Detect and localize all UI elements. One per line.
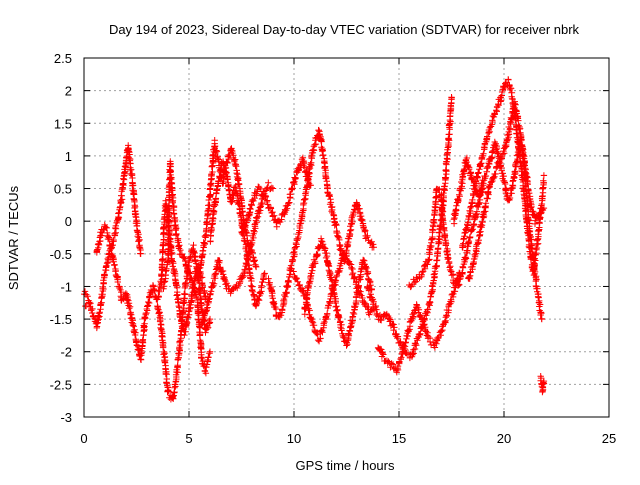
y-tick-label: -1 (60, 279, 72, 294)
x-axis-ticks: 0 5 10 15 20 25 (80, 58, 616, 446)
x-tick-label: 20 (497, 431, 511, 446)
series-sat-track-9 (238, 154, 314, 238)
y-tick-label: 0 (65, 214, 72, 229)
data-point-markers (465, 98, 548, 282)
data-point-markers (93, 221, 157, 363)
x-tick-label: 10 (287, 431, 301, 446)
series-sat-track-10 (265, 126, 331, 321)
data-point-markers (198, 179, 277, 329)
x-tick-label: 25 (602, 431, 616, 446)
data-point-markers (324, 185, 377, 265)
data-points (81, 76, 548, 403)
y-tick-label: 2.5 (54, 51, 72, 66)
y-tick-label: -2 (60, 345, 72, 360)
y-tick-label: 0.5 (54, 182, 72, 197)
y-tick-label: -0.5 (50, 247, 72, 262)
data-point-markers (301, 235, 375, 349)
y-tick-label: -2.5 (50, 377, 72, 392)
data-point-markers (406, 182, 487, 291)
series-sat-track-16 (406, 182, 487, 291)
series-sat-track-19 (465, 98, 548, 282)
x-tick-label: 15 (392, 431, 406, 446)
y-tick-label: -3 (60, 410, 72, 425)
series-sat-track-2 (93, 221, 157, 363)
data-point-markers (537, 373, 548, 396)
data-point-markers (82, 302, 90, 310)
data-point-markers (160, 158, 214, 377)
y-axis-label: SDTVAR / TECUs (6, 185, 21, 290)
x-axis-label: GPS time / hours (296, 458, 395, 473)
data-point-markers (374, 269, 464, 376)
series-sat-track-21 (82, 302, 90, 310)
series-sat-track-15 (374, 269, 464, 376)
data-point-markers (238, 154, 314, 238)
plot-frame (83, 57, 610, 418)
y-tick-label: 1 (65, 149, 72, 164)
series-sat-track-20 (537, 373, 548, 396)
data-point-markers (207, 158, 268, 310)
series-sat-track-5 (160, 158, 214, 377)
y-tick-label: 2 (65, 84, 72, 99)
y-tick-label: 1.5 (54, 116, 72, 131)
x-tick-label: 0 (80, 431, 87, 446)
series-sat-track-12 (324, 185, 377, 265)
y-tick-label: -1.5 (50, 312, 72, 327)
x-tick-label: 5 (185, 431, 192, 446)
series-sat-track-7 (207, 158, 268, 310)
series-sat-track-8 (198, 179, 277, 329)
chart-title: Day 194 of 2023, Sidereal Day-to-day VTE… (109, 22, 580, 37)
series-sat-track-13 (301, 235, 375, 349)
y-axis-ticks: -3 -2.5 -2 -1.5 -1 -0.5 0 0.5 1 1.5 2 2.5 (50, 51, 609, 425)
data-point-markers (265, 126, 331, 321)
